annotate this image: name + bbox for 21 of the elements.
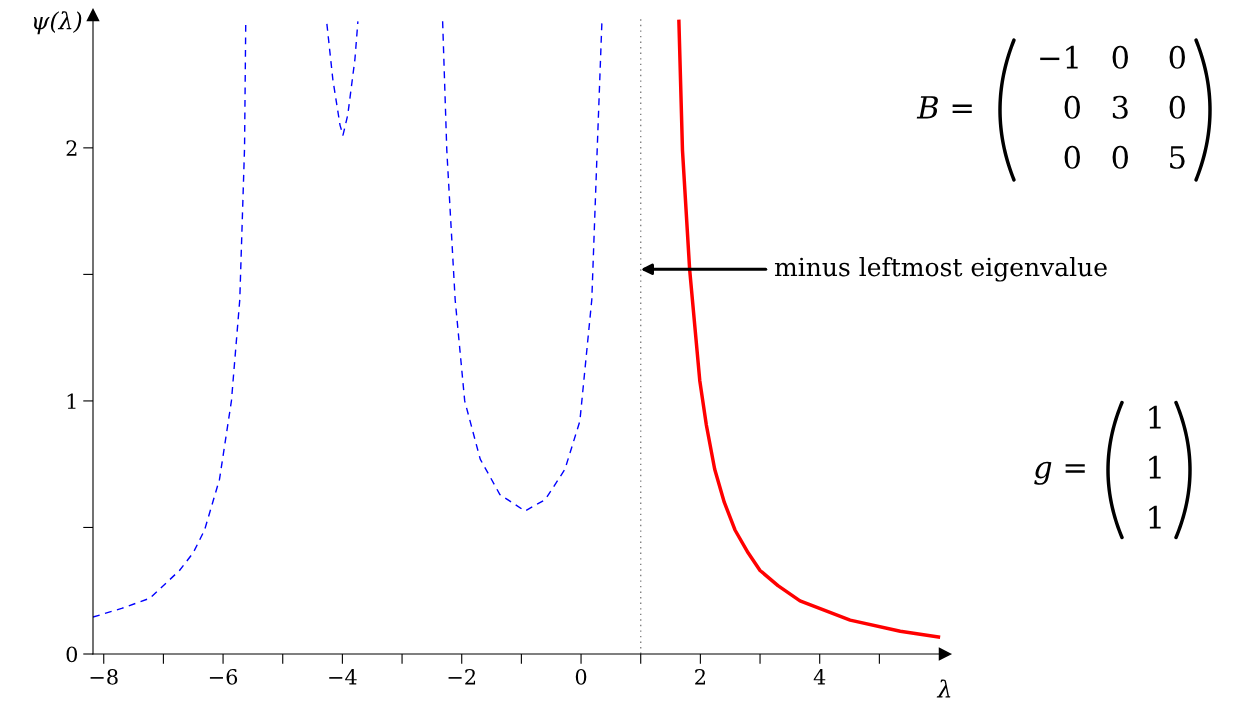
- text: 1: [1149, 505, 1161, 529]
- text: 0 3 0: [1064, 95, 1185, 119]
- text: 0 0 5: [1064, 145, 1185, 169]
- y-axis-title: ψ(λ): [33, 11, 82, 35]
- x-tick-label: −8: [90, 668, 118, 685]
- x-tick-label: 0: [575, 668, 587, 685]
- text: 1: [1149, 405, 1161, 429]
- text: 1: [1149, 455, 1161, 479]
- annotation: B =: [916, 96, 972, 119]
- x-tick-label: 2: [695, 668, 705, 685]
- x-tick-label: −2: [448, 668, 476, 685]
- y-tick-label: 1: [67, 393, 76, 409]
- text: g =: [1034, 461, 1085, 485]
- y-tick-label: 0: [66, 646, 78, 663]
- y-tick-label: 2: [66, 140, 77, 156]
- x-tick-label: 4: [813, 668, 826, 685]
- x-tick-label: −6: [209, 668, 238, 685]
- annotation: minus leftmost eigenvalue: [774, 257, 1107, 282]
- x-tick-label: −4: [329, 668, 357, 685]
- x-axis-title: λ: [936, 679, 951, 698]
- text: −1 0 0: [1040, 45, 1185, 69]
